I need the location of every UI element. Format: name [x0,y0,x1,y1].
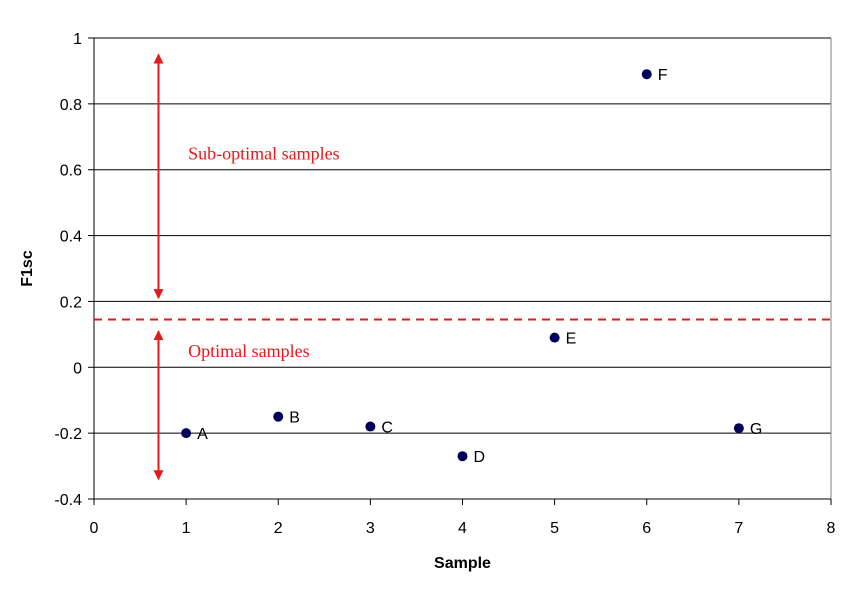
point-label: E [566,331,577,348]
x-tick-label: 8 [827,520,836,537]
data-point [273,411,284,422]
x-tick-label: 0 [90,520,99,537]
y-tick-label: 0.4 [60,229,82,246]
x-tick-label: 4 [458,520,467,537]
x-tick-label: 2 [274,520,283,537]
data-point [365,421,376,432]
x-tick-label: 6 [642,520,651,537]
point-label: G [750,421,762,438]
point-label: B [289,410,300,427]
axes [88,37,832,505]
point-label: A [197,426,208,443]
y-tick-label: 0.6 [60,163,82,180]
point-label: D [474,449,486,466]
tick-labels: -0.4 -0.2 0 0.2 0.4 0.6 0.8 1 0 1 2 3 4 5 6 7 8 [54,31,835,537]
gridlines [94,37,832,499]
y-tick-label: 1 [73,31,82,48]
point-label: C [381,420,393,437]
annotations: Sub-optimal samples Optimal samples [153,53,340,481]
y-tick-label: 0.2 [60,294,82,311]
annotation-label: Sub-optimal samples [188,143,340,163]
data-point [733,423,744,434]
x-tick-label: 5 [550,520,559,537]
y-tick-label: -0.2 [54,426,82,443]
y-axis-title: F1sc [19,250,36,287]
x-tick-label: 7 [734,520,743,537]
data-point [549,332,560,343]
x-tick-label: 1 [182,520,191,537]
y-tick-label: 0 [73,360,82,377]
y-tick-label: 0.8 [60,97,82,114]
data-point [181,428,192,439]
x-axis-title: Sample [434,555,491,572]
x-tick-label: 3 [366,520,375,537]
point-label: F [658,67,668,84]
y-tick-label: -0.4 [54,492,82,509]
data-points: A B C D E F G [181,67,762,466]
data-point [641,69,652,80]
annotation-label: Optimal samples [188,341,309,361]
data-point [457,451,468,462]
